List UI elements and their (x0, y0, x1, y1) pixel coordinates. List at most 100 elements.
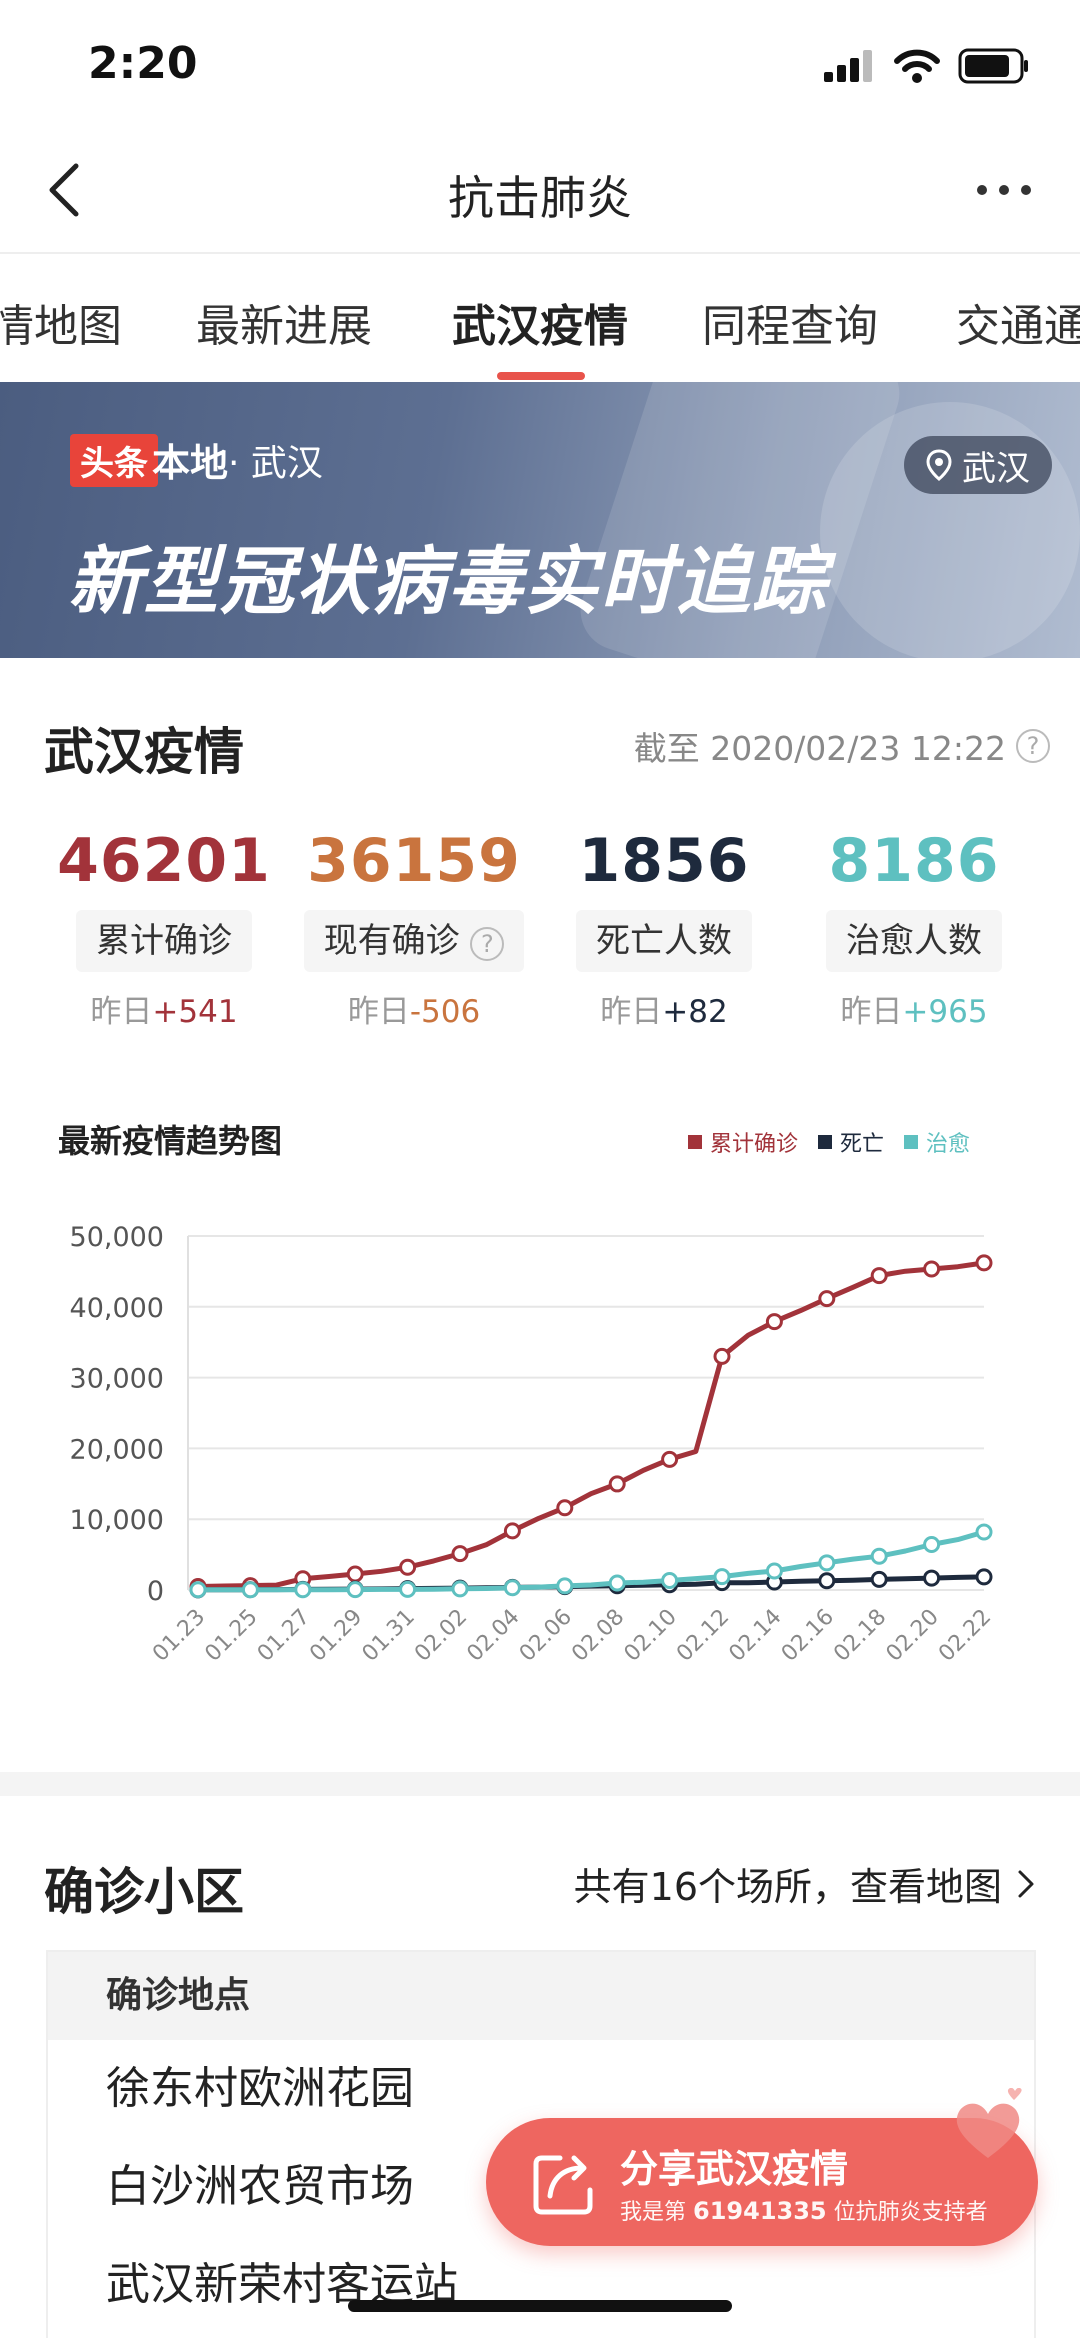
communities-table: 确诊地点 徐东村欧洲花园 白沙洲农贸市场 武汉新荣村客运站 (46, 1950, 1036, 2338)
stat-value: 46201 (57, 826, 271, 896)
status-time: 2:20 (88, 38, 198, 89)
active-tab-indicator (497, 372, 585, 380)
data-point (975, 1254, 993, 1272)
stat-label: 累计确诊 (76, 910, 252, 972)
stat-delta: 昨日+965 (840, 994, 988, 1030)
data-point (923, 1260, 941, 1278)
view-map-link[interactable]: 共有16个场所，查看地图 (574, 1856, 1036, 1911)
data-point (975, 1523, 993, 1541)
stat-deaths: 1856 死亡人数 昨日+82 (544, 826, 784, 1031)
data-point (608, 1475, 626, 1493)
tab-traffic[interactable]: 交通通 (956, 301, 1080, 352)
home-indicator (348, 2300, 732, 2312)
data-point (503, 1522, 521, 1540)
status-icons (824, 48, 1030, 84)
data-point (294, 1581, 312, 1599)
more-dot-icon (977, 185, 987, 195)
stat-value: 36159 (307, 826, 521, 896)
data-point (765, 1313, 783, 1331)
y-tick-label: 50,000 (70, 1222, 164, 1253)
help-icon[interactable]: ? (470, 927, 505, 961)
y-tick-label: 0 (147, 1576, 164, 1607)
x-tick-label: 02.10 (620, 1605, 682, 1667)
data-point (608, 1574, 626, 1592)
data-point (661, 1450, 679, 1468)
share-button[interactable]: 分享武汉疫情 我是第 61941335 位抗肺炎支持者 (486, 2118, 1038, 2246)
data-point (870, 1267, 888, 1285)
table-row[interactable]: 白沙洲农贸市场 (106, 2161, 414, 2212)
stat-recovered: 8186 治愈人数 昨日+965 (794, 826, 1034, 1031)
stat-delta: 昨日+541 (90, 994, 238, 1030)
stat-value: 8186 (828, 826, 1000, 896)
stat-delta: 昨日+82 (600, 994, 728, 1030)
data-point (713, 1347, 731, 1365)
heart-icon (956, 2088, 1022, 2158)
chevron-right-icon (1018, 1870, 1034, 1897)
tab-epidemic-map[interactable]: 情地图 (0, 301, 122, 352)
series-line (195, 1260, 987, 1589)
page-title: 抗击肺炎 (448, 171, 632, 225)
data-point (503, 1579, 521, 1597)
data-point (556, 1577, 574, 1595)
chevron-left-icon (49, 163, 79, 217)
data-point (870, 1570, 888, 1588)
data-point (923, 1536, 941, 1554)
tab-bar: 情地图 最新进展 武汉疫情 同程查询 交通通 (0, 256, 1080, 382)
share-label: 分享武汉疫情 (620, 2147, 849, 2191)
status-bar: 2:20 (0, 0, 1080, 130)
x-tick-label: 01.29 (305, 1605, 367, 1667)
view-map-label: 共有16个场所，查看地图 (573, 1865, 1002, 1909)
data-point (870, 1547, 888, 1565)
location-selector[interactable]: 武汉 (904, 436, 1052, 494)
trend-chart: 010,00020,00030,00040,00050,00001.2301.2… (70, 1222, 997, 1667)
share-icon (533, 2155, 593, 2215)
y-tick-label: 30,000 (70, 1364, 164, 1395)
data-point (818, 1290, 836, 1308)
x-tick-label: 02.04 (462, 1605, 524, 1667)
x-tick-label: 01.25 (200, 1605, 262, 1667)
tab-wuhan-epidemic[interactable]: 武汉疫情 (452, 301, 628, 352)
location-label: 武汉 (962, 448, 1030, 489)
data-point (451, 1545, 469, 1563)
data-point (661, 1571, 679, 1589)
table-header: 确诊地点 (48, 1952, 1034, 2040)
legend-item[interactable]: 死亡 (817, 1126, 884, 1158)
data-point (923, 1569, 941, 1587)
data-point (713, 1568, 731, 1586)
update-time: 截至 2020/02/23 12:22 ? (634, 722, 1050, 770)
x-tick-label: 02.20 (882, 1605, 944, 1667)
x-tick-label: 02.08 (567, 1605, 629, 1667)
brand-badge: 头条 (70, 434, 158, 487)
section-divider (0, 1772, 1080, 1796)
table-row[interactable]: 武汉新荣村客运站 (106, 2259, 458, 2310)
stat-delta: 昨日-506 (347, 994, 481, 1030)
table-row[interactable]: 徐东村欧洲花园 (106, 2063, 414, 2114)
back-button[interactable] (40, 158, 100, 222)
tab-latest-progress[interactable]: 最新进展 (196, 301, 372, 352)
data-point (975, 1568, 993, 1586)
data-point (399, 1558, 417, 1576)
tab-trip-query[interactable]: 同程查询 (702, 301, 878, 352)
data-point (818, 1572, 836, 1590)
battery-icon (958, 48, 1028, 84)
banner-title: 新型冠状病毒实时追踪 (68, 539, 828, 625)
x-tick-label: 01.27 (253, 1605, 315, 1667)
stat-label: 治愈人数 (826, 910, 1002, 972)
data-point (765, 1562, 783, 1580)
data-point (189, 1581, 207, 1599)
x-tick-label: 02.22 (934, 1605, 996, 1667)
data-point (241, 1581, 259, 1599)
stat-current: 36159 现有确诊 ? 昨日-506 (294, 826, 534, 1031)
help-icon[interactable]: ? (1016, 729, 1050, 763)
legend-item[interactable]: 累计确诊 (687, 1126, 798, 1158)
location-pin-icon (926, 449, 952, 481)
stat-value: 1856 (578, 826, 750, 896)
nav-bar: 抗击肺炎 (0, 130, 1080, 254)
data-point (818, 1554, 836, 1572)
x-tick-label: 02.18 (829, 1605, 891, 1667)
x-tick-label: 02.06 (515, 1605, 577, 1667)
stat-label: 现有确诊 ? (303, 910, 525, 972)
more-button[interactable] (964, 158, 1044, 222)
legend-item[interactable]: 治愈 (903, 1126, 970, 1158)
share-subtext: 我是第 61941335 位抗肺炎支持者 (620, 2197, 988, 2225)
